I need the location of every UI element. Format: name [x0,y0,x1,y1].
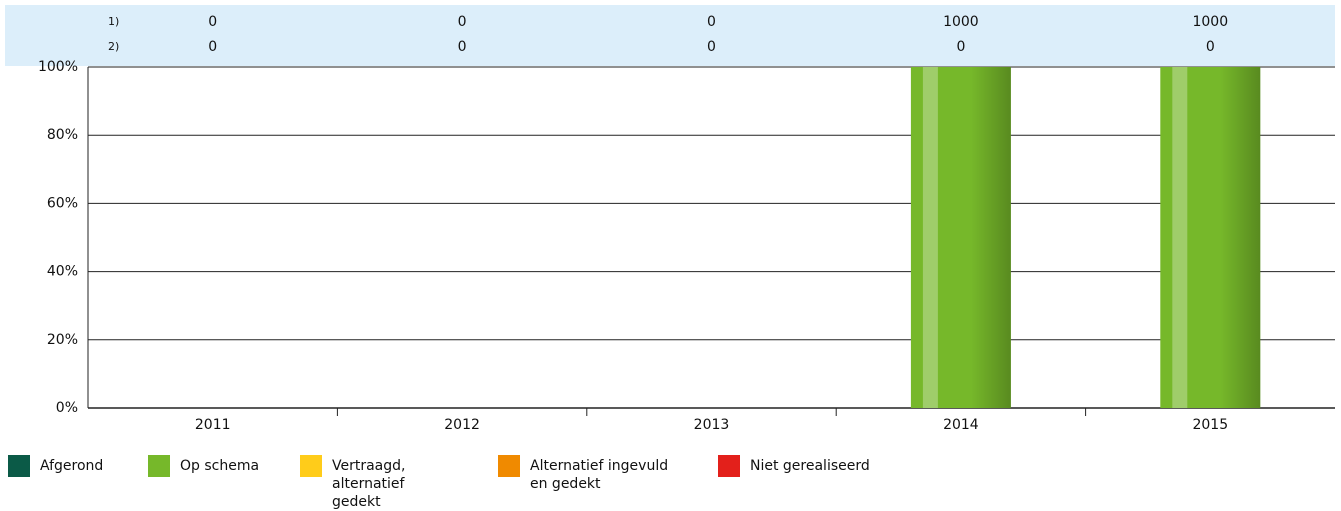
y-tick-label: 40% [47,264,78,280]
legend-item: Afgerond [8,455,128,477]
legend-label: Niet gerealiseerd [750,458,870,474]
legend-swatch [718,455,740,477]
row-value: 0 [707,14,716,30]
legend-item: Niet gerealiseerd [718,455,918,477]
legend-label: Afgerond [40,458,104,474]
row-label: 1) [108,15,119,28]
x-tick-label: 2015 [1192,417,1228,433]
row-value: 0 [208,39,217,55]
legend-label: Alternatief ingevuld en gedekt [530,458,669,492]
plot-area [88,67,1335,408]
legend-label: Vertraagd, alternatief gedekt [332,458,406,510]
row-value: 1000 [943,14,979,30]
x-tick-label: 2013 [694,417,730,433]
row-value: 0 [458,14,467,30]
legend-swatch [8,455,30,477]
y-tick-label: 80% [47,127,78,143]
bar-shade [1160,67,1261,408]
row-value: 0 [208,14,217,30]
legend-item: Vertraagd, alternatief gedekt [300,455,470,511]
row-value: 0 [458,39,467,55]
row-value: 0 [707,39,716,55]
legend-swatch [300,455,322,477]
x-tick-label: 2011 [195,417,231,433]
bar-shade [910,67,1011,408]
page: 0% 20% 40% 60% 80% 100% 1) 0 0 0 1000 1000 2) 0 0 0 0 0 20… [0,5,1341,510]
legend-label: Op schema [180,458,260,474]
row-value: 1000 [1192,14,1228,30]
x-tick-label: 2012 [444,417,480,433]
legend: Afgerond Op schema Vertraagd, alternatief … [0,455,1341,510]
y-tick-label: 100% [38,59,78,75]
legend-swatch [148,455,170,477]
row-value: 0 [1206,39,1215,55]
legend-item: Alternatief ingevuld en gedekt [498,455,698,493]
legend-item: Op schema [148,455,288,477]
x-tick-label: 2014 [943,417,979,433]
header-band [5,5,1335,66]
row-value: 0 [956,39,965,55]
chart: 0% 20% 40% 60% 80% 100% 1) 0 0 0 1000 1000 2) 0 0 0 0 0 20… [5,5,1335,433]
legend-swatch [498,455,520,477]
row-label: 2) [108,40,119,53]
y-tick-label: 60% [47,195,78,211]
y-tick-label: 0% [56,400,78,416]
y-tick-label: 20% [47,332,78,348]
